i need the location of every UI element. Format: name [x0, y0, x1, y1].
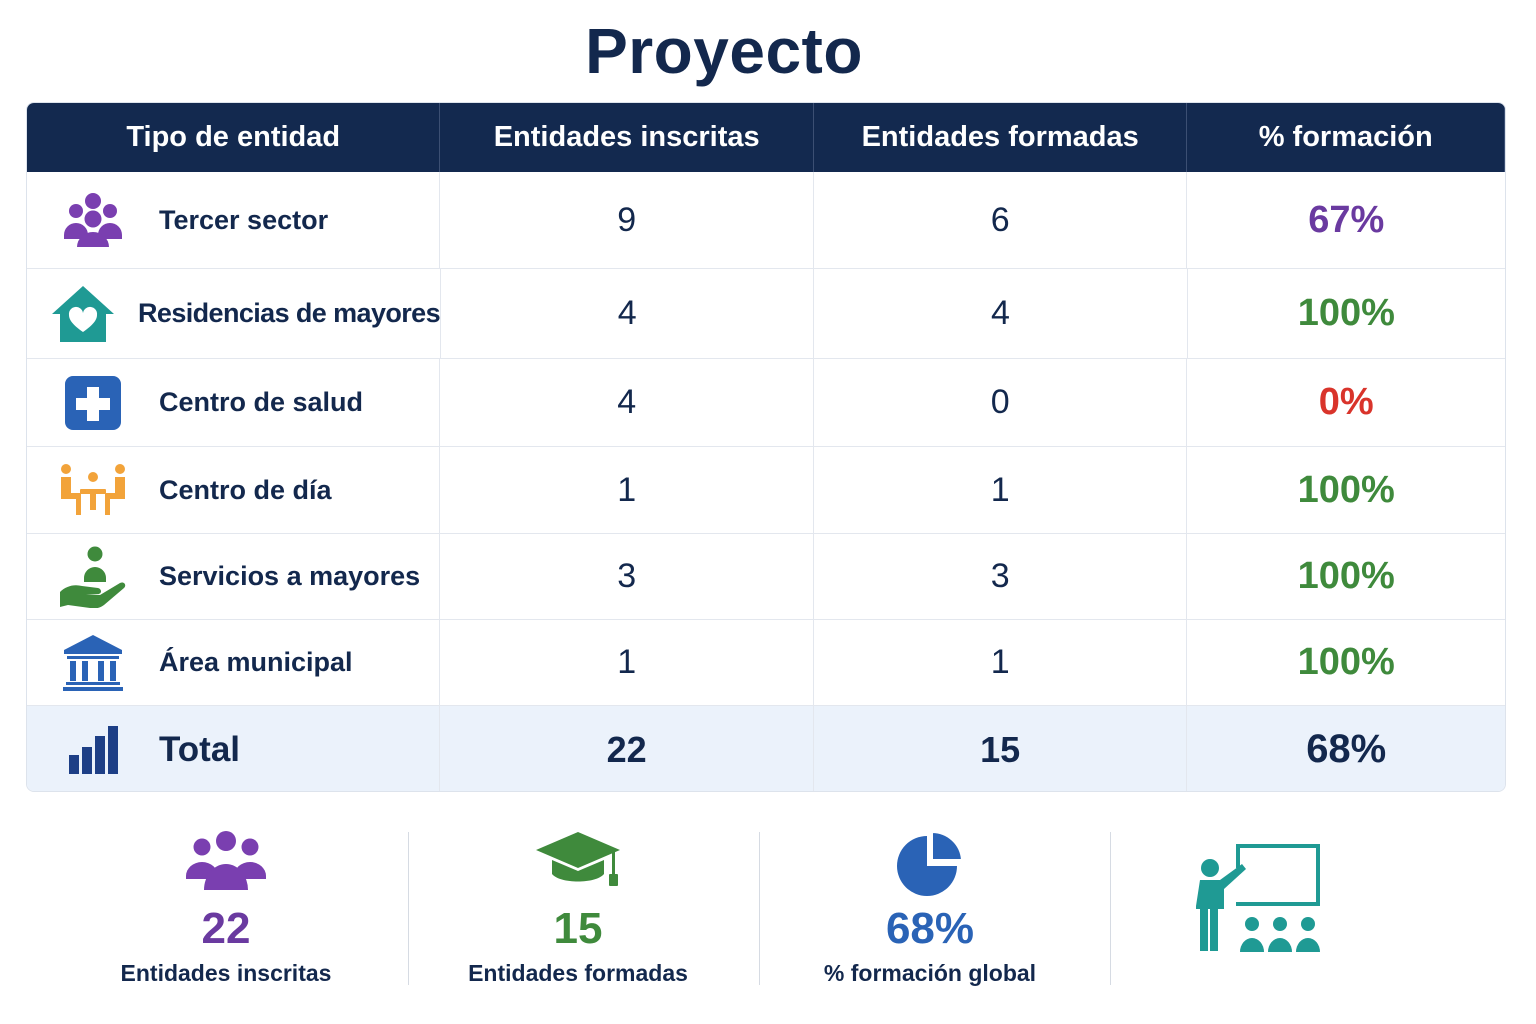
table-row: Tercer sector 9 6 67% [27, 172, 1505, 269]
summary-stats: 22 Entidades inscritas 15 Entidades form… [50, 830, 1350, 990]
formadas-value: 1 [990, 643, 1010, 681]
divider [408, 832, 409, 985]
pct-value: 100% [1297, 641, 1395, 683]
people-group-icon [186, 831, 266, 890]
row-label: Área municipal [159, 647, 353, 677]
formadas-value: 0 [990, 383, 1010, 421]
stat-formadas: 15 Entidades formadas [402, 830, 754, 990]
table-row: Residencias de mayores 4 4 100% [27, 269, 1505, 359]
row-label: Servicios a mayores [159, 561, 421, 591]
formadas-value: 6 [990, 200, 1010, 239]
medical-cross-icon [65, 375, 121, 430]
stat-global: 68% % formación global [754, 830, 1106, 990]
stat-value: 68% [885, 904, 975, 953]
column-header: Tipo de entidad [27, 103, 441, 172]
table-row: Servicios a mayores 3 3 100% [27, 534, 1505, 620]
row-label: Centro de día [159, 474, 332, 505]
teacher-board-icon [1196, 844, 1320, 952]
inscritas-value: 9 [617, 200, 637, 239]
pie-chart-icon [897, 830, 964, 896]
people-group-icon [64, 193, 122, 247]
column-header: % formación [1187, 103, 1505, 172]
inscritas-value: 4 [617, 383, 637, 421]
stat-value: 22 [201, 904, 251, 953]
page-title: Proyecto [585, 15, 863, 87]
table-row: Área municipal 1 1 100% [27, 620, 1505, 706]
inscritas-value: 3 [617, 557, 637, 595]
formadas-value: 4 [990, 294, 1010, 332]
column-header: Entidades inscritas [440, 103, 814, 172]
hand-care-icon [60, 546, 126, 608]
row-label: Tercer sector [159, 204, 329, 235]
stat-label: Entidades formadas [468, 960, 688, 986]
bar-chart-icon [69, 725, 118, 774]
pct-value: 0% [1318, 381, 1374, 423]
inscritas-value: 4 [617, 294, 637, 332]
total-formadas: 15 [980, 728, 1021, 770]
building-columns-icon [63, 634, 123, 691]
pct-value: 100% [1297, 292, 1395, 334]
inscritas-value: 1 [617, 470, 637, 509]
total-label: Total [159, 729, 241, 769]
house-heart-icon [51, 285, 114, 342]
formadas-value: 1 [990, 470, 1010, 509]
pct-value: 100% [1297, 468, 1395, 511]
divider [1110, 832, 1111, 985]
stat-value: 15 [553, 904, 603, 953]
formadas-value: 3 [990, 557, 1010, 595]
graduation-cap-icon [536, 832, 620, 886]
stat-label: % formación global [823, 960, 1037, 986]
total-pct: 68% [1306, 727, 1387, 771]
people-table-icon [61, 464, 125, 515]
row-label: Residencias de mayores [138, 298, 441, 328]
table-row: Centro de salud 4 0 0% [27, 359, 1505, 447]
row-label: Centro de salud [159, 387, 364, 417]
pct-value: 67% [1308, 198, 1385, 241]
total-row: Total 22 15 68% [27, 706, 1505, 791]
stat-training [1110, 830, 1350, 990]
table-header: Tipo de entidad Entidades inscritas Enti… [27, 103, 1505, 172]
stat-label: Entidades inscritas [120, 960, 332, 986]
total-inscritas: 22 [606, 728, 647, 770]
pct-value: 100% [1297, 555, 1395, 597]
divider [759, 832, 760, 985]
table-row: Centro de día 1 1 100% [27, 447, 1505, 534]
stat-inscritas: 22 Entidades inscritas [50, 830, 402, 990]
entity-table: Tipo de entidad Entidades inscritas Enti… [26, 102, 1506, 792]
column-header: Entidades formadas [814, 103, 1188, 172]
inscritas-value: 1 [617, 643, 637, 681]
